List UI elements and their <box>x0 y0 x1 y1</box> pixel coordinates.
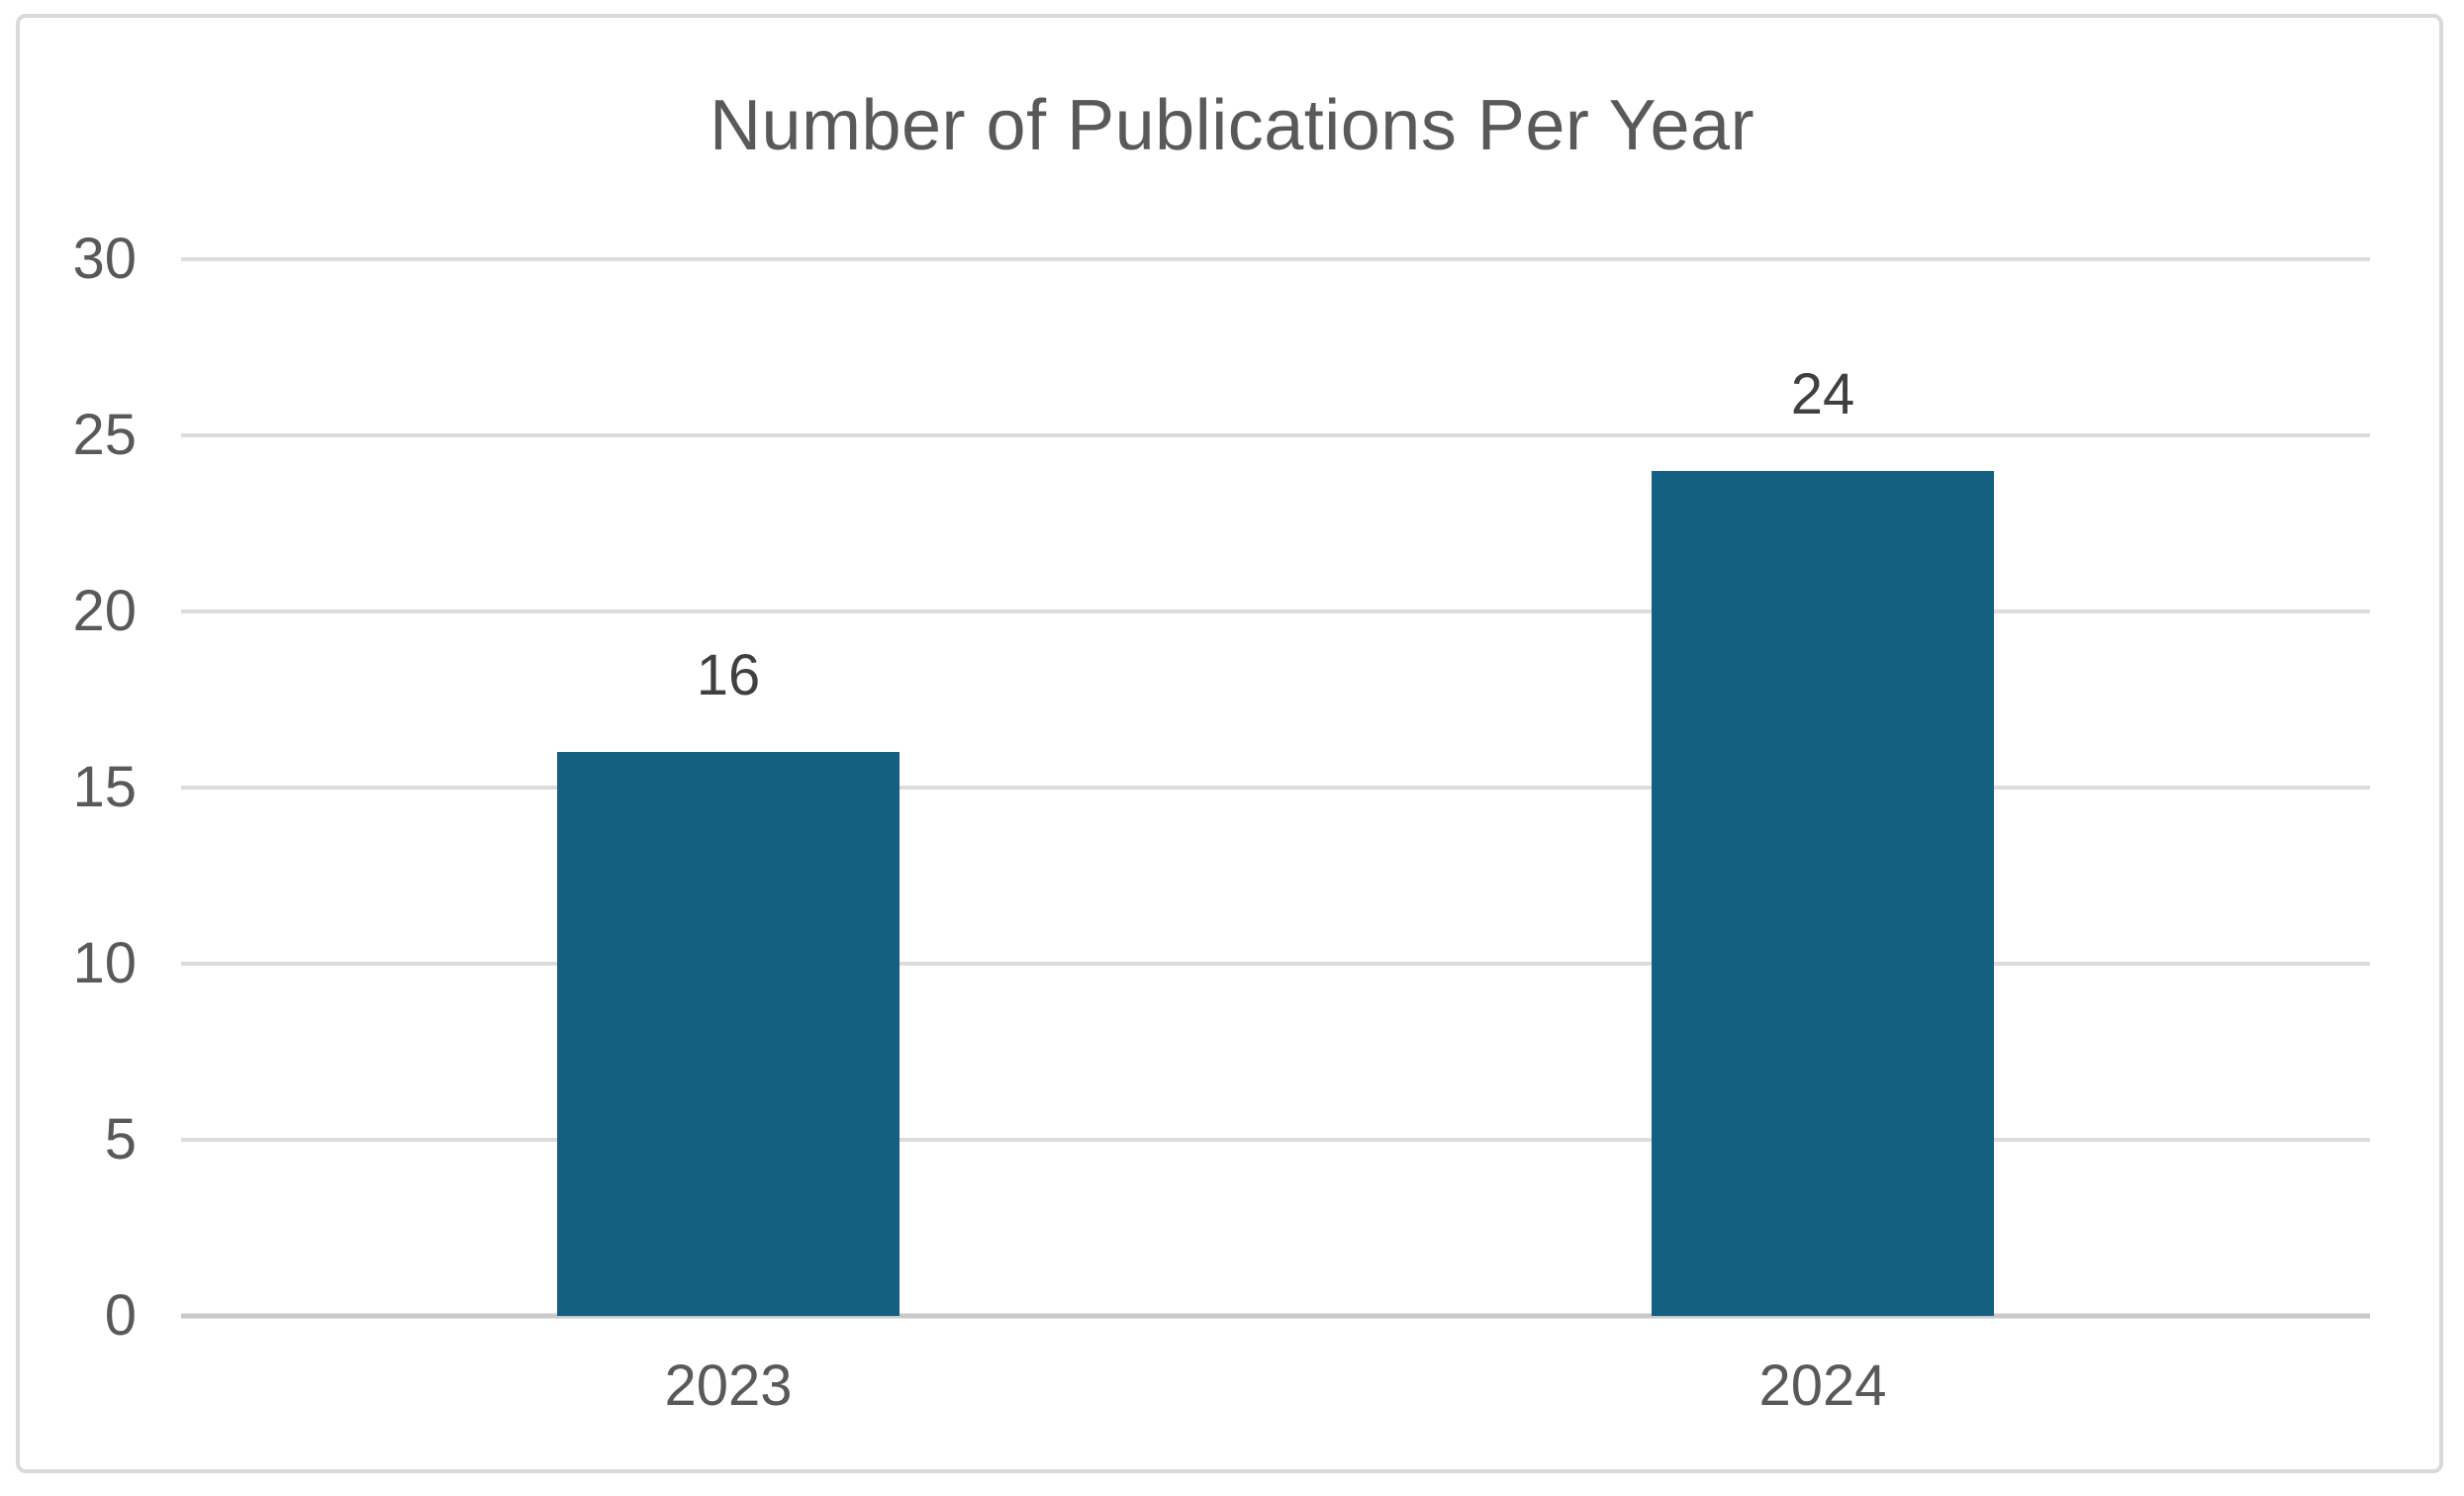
y-tick-label: 10 <box>72 931 137 995</box>
bar-2023 <box>556 752 900 1316</box>
bar-value-label: 16 <box>696 643 761 708</box>
x-tick-label: 2024 <box>1758 1354 1887 1418</box>
gridline <box>181 962 2370 966</box>
y-tick-label: 20 <box>72 579 137 643</box>
x-axis-labels: 2023 2024 <box>181 1357 2370 1427</box>
bar-2024 <box>1651 470 1995 1316</box>
chart-title: Number of Publications Per Year <box>709 86 1755 165</box>
x-tick-label: 2023 <box>664 1354 793 1418</box>
gridline <box>181 609 2370 613</box>
gridline <box>181 433 2370 437</box>
y-axis-labels: 0 5 10 15 20 25 30 <box>30 231 137 1345</box>
gridline <box>181 257 2370 261</box>
y-tick-label: 30 <box>72 227 137 291</box>
y-tick-label: 5 <box>104 1107 137 1171</box>
gridline <box>181 786 2370 790</box>
y-tick-label: 25 <box>72 403 137 467</box>
gridline <box>181 1138 2370 1142</box>
bar-value-label: 24 <box>1790 361 1855 426</box>
plot-area: 16 24 <box>181 257 2370 1319</box>
x-axis-line <box>181 1313 2370 1319</box>
y-tick-label: 15 <box>72 755 137 819</box>
y-tick-label: 0 <box>104 1283 137 1348</box>
